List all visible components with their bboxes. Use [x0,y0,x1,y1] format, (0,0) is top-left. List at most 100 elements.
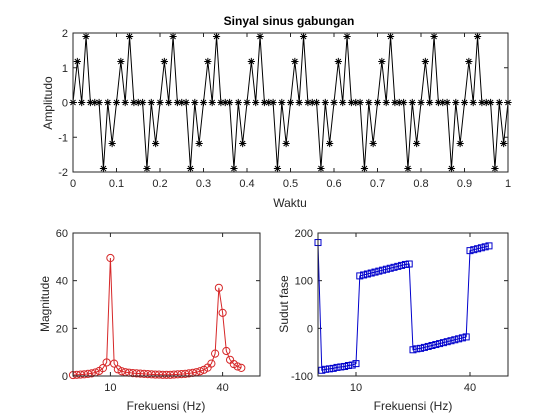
data-point [428,341,436,349]
data-point [447,164,456,173]
data-point [360,164,369,173]
data-point [217,98,225,107]
data-point [152,139,160,148]
data-point [318,366,326,374]
data-point [455,335,463,343]
data-point [500,139,508,148]
data-point [390,263,398,271]
y-tick-label: 0 [62,371,68,383]
data-point [375,267,383,275]
data-point [382,98,390,107]
data-point [360,271,368,279]
time-plot-frame [72,32,509,173]
x-tick-label: 0.8 [413,178,428,190]
data-point [363,270,371,278]
data-point [469,98,477,107]
data-point [256,32,264,41]
data-point [330,98,338,107]
data-point [214,283,223,292]
y-tick-label: 200 [295,228,313,240]
data-point [204,57,212,66]
data-point [291,57,299,66]
data-point [104,98,112,107]
data-point [378,57,386,66]
data-point [465,57,473,66]
data-point [95,98,103,107]
x-tick-label: 0.6 [326,178,341,190]
magnitude-plot-axes: 0 20 40 60 10 40 [56,228,260,394]
phase-plot-frame [317,232,509,377]
y-tick-label: 2 [62,28,68,40]
data-point [295,98,303,107]
data-point [386,264,394,272]
data-point [233,362,242,371]
data-point [326,139,334,148]
data-point [182,98,190,107]
chart-title: Sinyal sinus gabungan [224,14,355,28]
x-tick-label: 0.3 [196,178,211,190]
data-point [82,32,90,41]
data-point [386,32,395,41]
data-point [73,57,81,66]
data-point [196,367,205,376]
data-point [106,253,115,263]
data-point [226,98,234,107]
data-point [348,361,356,369]
data-point [420,343,428,351]
y-tick-label: -2 [58,167,68,179]
x-tick-label: 40 [216,382,228,394]
data-point [436,340,444,348]
time-domain-panel: Sinyal sinus gabungan -2 -1 0 1 2 0 0.1 0.2 0.3 0… [41,14,512,210]
data-point [356,98,364,107]
data-point [443,338,451,346]
data-point [195,139,203,148]
data-point [405,260,413,268]
data-point [408,98,416,107]
data-point [379,266,387,274]
data-point [112,98,121,107]
data-point [398,261,406,269]
data-point [207,359,216,368]
data-point [371,268,379,276]
data-point [304,98,312,107]
data-point [282,139,290,148]
data-point [481,243,489,251]
data-point [466,247,474,255]
data-point [221,98,229,107]
data-point [143,164,151,173]
signal-markers [69,32,512,173]
phase-markers [314,239,493,374]
y-tick-label: 1 [62,63,68,75]
data-point [134,98,142,107]
data-point [178,98,186,107]
data-point [485,242,493,250]
data-point [121,98,129,107]
data-point [482,98,490,107]
data-point [456,139,464,148]
data-point [286,98,295,107]
data-point [325,365,333,373]
data-point [409,346,417,354]
data-point [218,308,227,317]
data-point [356,272,364,280]
data-point [333,363,341,371]
data-point [352,360,360,368]
data-point [98,364,108,373]
data-point [367,269,375,277]
magnitude-line [72,258,242,376]
data-point [347,98,355,107]
data-point [443,98,451,107]
data-point [83,369,93,378]
data-point [147,98,155,107]
data-point [434,98,442,107]
data-point [86,98,94,107]
magnitude-markers [68,253,246,380]
data-point [458,334,466,342]
x-tick-label: 0.9 [457,178,472,190]
data-point [322,365,330,373]
data-point [400,98,408,107]
magnitude-plot-frame [72,232,261,377]
data-point [339,98,347,107]
data-point [212,32,221,41]
data-point [417,344,425,352]
